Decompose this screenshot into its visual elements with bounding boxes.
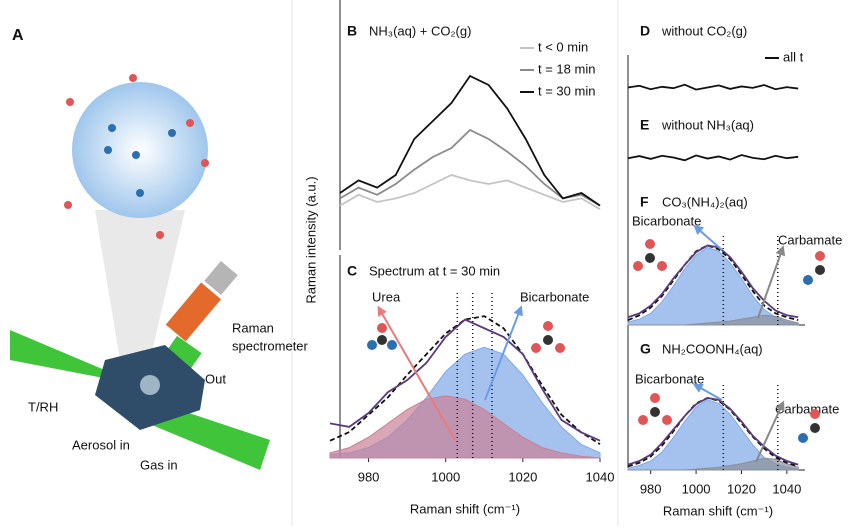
spectrum-line — [339, 74, 601, 207]
label: Out — [205, 371, 226, 386]
panel-title: NH₂COONH₄(aq) — [662, 341, 763, 356]
x-axis-label: Raman shift (cm⁻¹) — [410, 501, 520, 516]
panel-letter: B — [347, 23, 357, 39]
x-tick-label: 1040 — [772, 481, 801, 496]
arrows — [377, 224, 786, 463]
spectrum-line — [627, 397, 799, 466]
x-tick-label: 980 — [358, 469, 380, 484]
legend-label: t < 0 min — [538, 39, 588, 54]
label: Raman — [232, 320, 274, 335]
spectrum-line — [627, 244, 799, 322]
x-tick-label: 1000 — [682, 481, 711, 496]
spectrum-line — [329, 318, 601, 442]
panel-title: CO₃(NH₄)₂(aq) — [662, 194, 748, 209]
panel-letter: C — [347, 263, 357, 279]
area — [329, 395, 601, 459]
spectrum-line — [627, 83, 799, 91]
label: T/RH — [28, 399, 58, 414]
panel-letter: F — [640, 194, 649, 210]
panel-title: without CO₂(g) — [661, 23, 747, 38]
annotation: Bicarbonate — [632, 213, 701, 228]
panel-letter: D — [640, 23, 650, 39]
legend-label: t = 30 min — [538, 83, 595, 98]
x-axis-label: Raman shift (cm⁻¹) — [663, 503, 773, 518]
spectrum-line — [627, 154, 799, 162]
label: Gas in — [140, 457, 178, 472]
annotation: Bicarbonate — [635, 371, 704, 386]
legend-label: t = 18 min — [538, 61, 595, 76]
panel-letter: A — [12, 27, 24, 44]
panel-letter: E — [640, 117, 649, 133]
molecules — [367, 239, 825, 443]
x-tick-label: 1020 — [727, 481, 756, 496]
label: Aerosol in — [72, 437, 130, 452]
annotation: Carbamate — [775, 401, 839, 416]
schematic: A Raman spectrometer Out T/RH Aerosol in… — [10, 27, 309, 472]
spectrum-line — [339, 128, 601, 207]
annotation: Carbamate — [778, 232, 842, 247]
panel-title: NH₃(aq) + CO₂(g) — [369, 23, 471, 38]
annotation: Bicarbonate — [520, 289, 589, 304]
panel-letter: G — [640, 341, 651, 357]
spectrum-line — [339, 174, 601, 210]
label: spectrometer — [232, 338, 309, 353]
legend-label: all t — [783, 49, 804, 64]
spectrum-line — [627, 244, 799, 319]
x-tick-label: 1040 — [586, 469, 615, 484]
panel-title: Spectrum at t = 30 min — [369, 263, 500, 278]
x-tick-label: 1000 — [431, 469, 460, 484]
x-tick-label: 980 — [640, 481, 662, 496]
panel-title: without NH₃(aq) — [661, 117, 754, 132]
x-tick-label: 1020 — [508, 469, 537, 484]
y-axis-label: Raman intensity (a.u.) — [303, 176, 318, 303]
annotation: Urea — [372, 289, 401, 304]
area — [628, 314, 799, 326]
